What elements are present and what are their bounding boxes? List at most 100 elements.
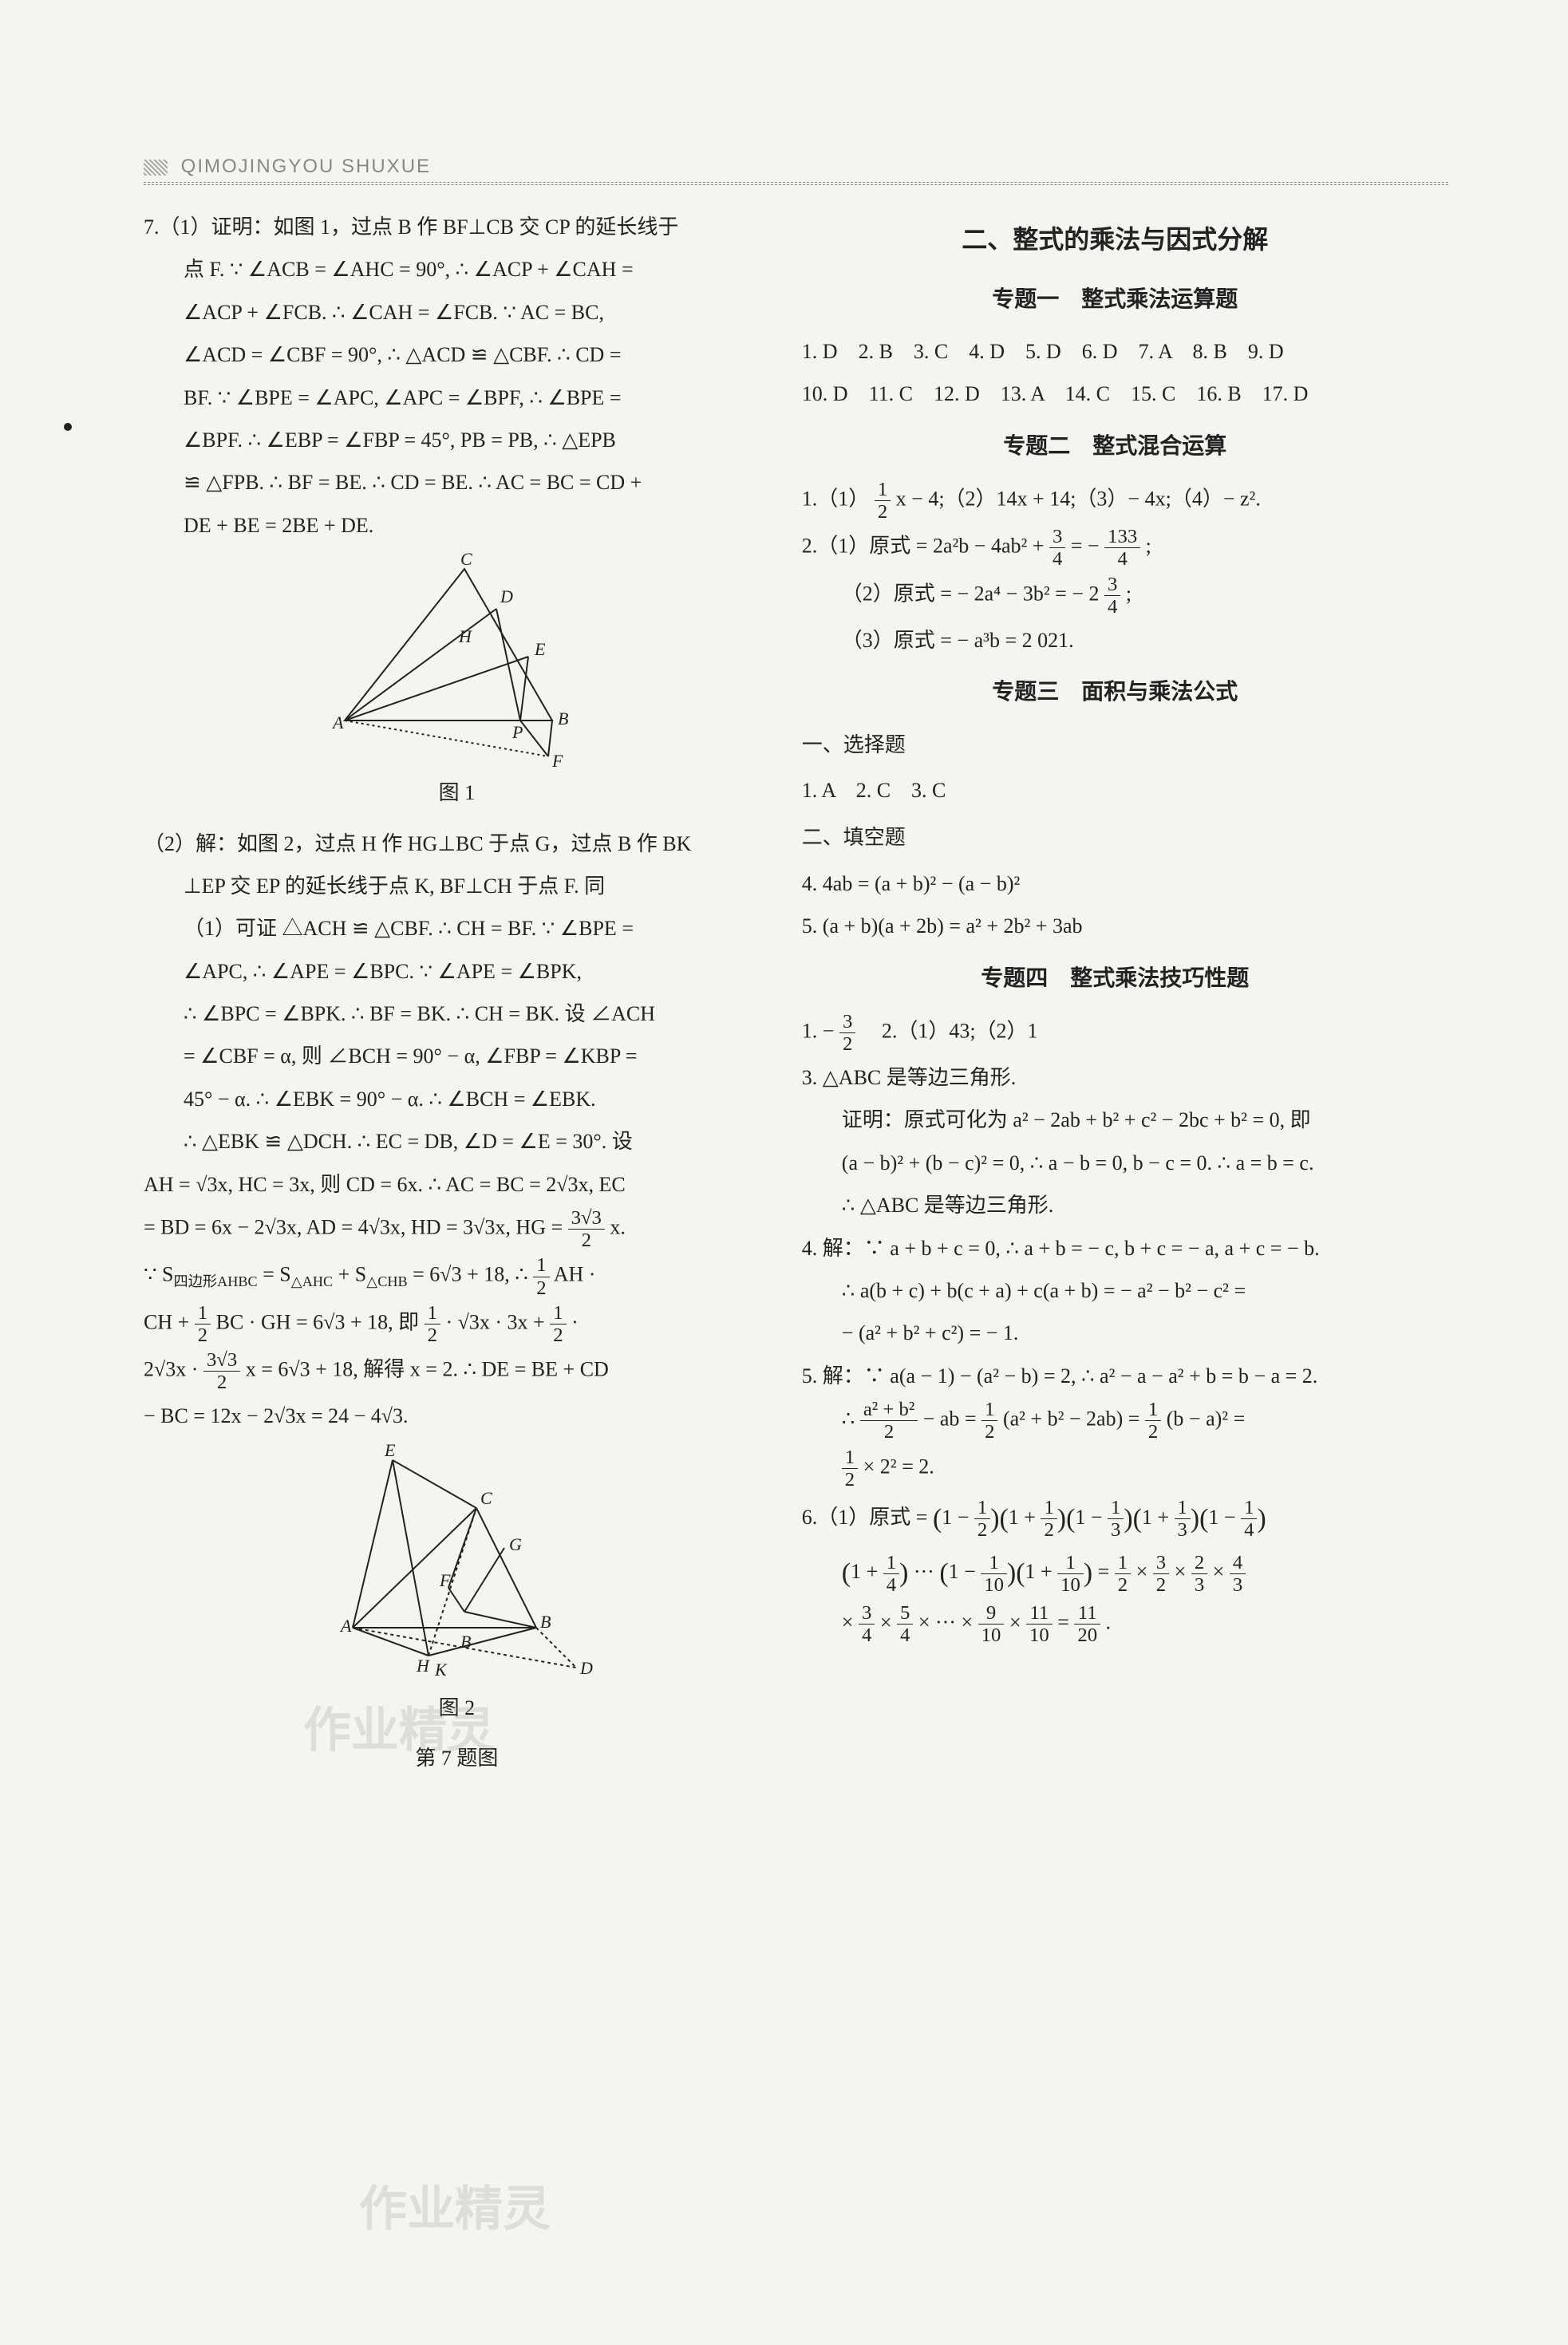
answer-line: 1. − 32 2.（1）43;（2）1 [802,1011,1428,1055]
text: ∴ [842,1407,860,1431]
svg-text:D: D [579,1658,593,1678]
text: + S [338,1263,367,1286]
numerator: 1 [875,479,891,501]
page-header: QIMOJINGYOU SHUXUE [144,156,431,178]
product-fracs: 34 × 54 [859,1611,913,1634]
text: · [571,1310,579,1333]
text: − ab = [923,1407,981,1431]
denominator: 2 [842,1469,858,1490]
text: · √3x · 3x + [445,1310,550,1333]
answer-line: （2）原式 = − 2a⁴ − 3b² = − 2 34 ; [802,574,1428,618]
fraction: 3√32 [568,1207,605,1251]
proof-line: ∠ACD = ∠CBF = 90°, ∴ △ACD ≌ △CBF. ∴ CD = [144,335,770,374]
proof-line: ≌ △FPB. ∴ BF = BE. ∴ CD = BE. ∴ AC = BC … [144,463,770,502]
fraction: 32 [839,1011,855,1055]
text: x = 6√3 + 18, 解得 x = 2. ∴ DE = BE + CD [246,1358,609,1381]
text: ; [1146,535,1151,558]
answer-line: × 34 × 54 × ··· × 910 × 1110 = 1120 . [802,1602,1428,1646]
figure-2-svg: E C G F A B B H K D [305,1444,608,1684]
svg-text:B: B [460,1632,471,1652]
svg-text:A: A [331,713,344,732]
answer-line: 1. D 2. B 3. C 4. D 5. D 6. D 7. A 8. B … [802,332,1428,371]
math-line: AH = √3x, HC = 3x, 则 CD = 6x. ∴ AC = BC … [144,1165,770,1204]
topic-title: 专题三 面积与乘法公式 [802,671,1428,713]
svg-text:C: C [480,1488,492,1508]
figure-1-caption: 图 1 [144,773,770,812]
answer-line: 证明：原式可化为 a² − 2ab + b² + c² − 2bc + b² =… [802,1100,1428,1139]
proof-line: 7.（1）证明：如图 1，过点 B 作 BF⊥CB 交 CP 的延长线于 [144,207,770,247]
fraction: 3√32 [203,1349,240,1393]
numerator: 1 [981,1399,997,1421]
denominator: 4 [1049,548,1065,570]
subscript: △AHC [291,1273,333,1289]
numerator: 3√3 [203,1349,240,1372]
svg-text:A: A [339,1616,352,1636]
text: ··· [914,1560,934,1583]
text: (a² + b² − 2ab) = [1003,1407,1145,1431]
svg-text:E: E [384,1444,396,1460]
topic-title: 专题二 整式混合运算 [802,425,1428,468]
denominator: 2 [195,1324,211,1346]
subscript: 四边形AHBC [174,1273,258,1289]
answer-line: (1 + 14) ··· (1 − 110)(1 + 110) = 12 × 3… [802,1548,1428,1599]
content-area: 7.（1）证明：如图 1，过点 B 作 BF⊥CB 交 CP 的延长线于 点 F… [144,207,1448,1790]
text: × [842,1611,859,1634]
product-fracs: 910 × 1110 [978,1611,1053,1634]
category-title: 一、选择题 [802,725,1428,764]
text: ∵ S [144,1263,174,1286]
svg-text:B: B [540,1612,551,1632]
svg-text:F: F [551,751,563,768]
answer-line: 2.（1）原式 = 2a²b − 4ab² + 34 = − 1334 ; [802,526,1428,570]
proof-line: ∠BPF. ∴ ∠EBP = ∠FBP = 45°, PB = PB, ∴ △E… [144,420,770,460]
solution-line: （2）解：如图 2，过点 H 作 HG⊥BC 于点 G，过点 B 作 BK [144,824,770,863]
fraction: 12 [1145,1399,1161,1443]
fraction: 12 [195,1302,211,1346]
numerator: 1 [1145,1399,1161,1421]
left-column: 7.（1）证明：如图 1，过点 B 作 BF⊥CB 交 CP 的延长线于 点 F… [144,207,770,1790]
fraction: 34 [1104,574,1120,618]
text: （2）原式 = − 2a⁴ − 3b² = − 2 [842,582,1104,605]
answer-line: (a − b)² + (b − c)² = 0, ∴ a − b = 0, b … [802,1143,1428,1182]
text: x − 4;（2）14x + 14;（3）− 4x;（4）− z². [896,488,1261,511]
answer-line: 6.（1）原式 = (1 − 12)(1 + 12)(1 − 13)(1 + 1… [802,1494,1428,1545]
text: × 2² = 2. [863,1455,934,1478]
text: 2.（1）43;（2）1 [861,1019,1038,1042]
text: × ··· × [918,1611,978,1634]
answer-line: 12 × 2² = 2. [802,1447,1428,1490]
answer-line: 5. 解：∵ a(a − 1) − (a² − b) = 2, ∴ a² − a… [802,1356,1428,1396]
fraction: 12 [533,1254,549,1298]
text: = − [1071,535,1104,558]
denominator: 4 [1104,548,1140,570]
solution-line: = ∠CBF = α, 则 ∠BCH = 90° − α, ∠FBP = ∠KB… [144,1036,770,1076]
svg-text:C: C [460,553,472,569]
fraction: 12 [875,479,891,523]
proof-line: ∠ACP + ∠FCB. ∴ ∠CAH = ∠FCB. ∵ AC = BC, [144,293,770,332]
figure-2: E C G F A B B H K D [144,1444,770,1684]
text: AH = √3x, HC = 3x, 则 CD = 6x. ∴ AC = BC … [144,1173,626,1196]
numerator: 1 [842,1447,858,1469]
solution-line: ⊥EP 交 EP 的延长线于点 K, BF⊥CH 于点 F. 同 [144,867,770,906]
denominator: 4 [1104,596,1120,618]
numerator: 133 [1104,526,1140,548]
answer-line: 10. D 11. C 12. D 13. A 14. C 15. C 16. … [802,374,1428,413]
numerator: 1 [195,1302,211,1324]
text: . [1106,1611,1112,1634]
fraction: 1334 [1104,526,1140,570]
answer-line: 5. (a + b)(a + 2b) = a² + 2b² + 3ab [802,906,1428,946]
answer-line: 4. 4ab = (a + b)² − (a − b)² [802,864,1428,903]
text: x. [610,1216,626,1239]
text: (b − a)² = [1167,1407,1245,1431]
right-column: 二、整式的乘法与因式分解 专题一 整式乘法运算题 1. D 2. B 3. C … [802,207,1428,1790]
denominator: 2 [839,1033,855,1055]
text: AH · [554,1263,596,1286]
product-fracs: 12 × 32 × 23 × 43 [1115,1560,1246,1583]
proof-line: BF. ∵ ∠BPE = ∠APC, ∠APC = ∠BPF, ∴ ∠BPE = [144,378,770,417]
proof-line: 点 F. ∵ ∠ACB = ∠AHC = 90°, ∴ ∠ACP + ∠CAH … [144,250,770,289]
figure-2-caption: 图 2 [144,1688,770,1727]
solution-line: ∠APC, ∴ ∠APE = ∠BPC. ∵ ∠APE = ∠BPK, [144,952,770,991]
answer-line: 4. 解：∵ a + b + c = 0, ∴ a + b = − c, b +… [802,1229,1428,1268]
svg-text:E: E [534,639,546,659]
figure-1: C D H E A P B F [144,553,770,768]
header-text: QIMOJINGYOU SHUXUE [181,156,431,177]
figure-1-svg: C D H E A P B F [313,553,600,768]
